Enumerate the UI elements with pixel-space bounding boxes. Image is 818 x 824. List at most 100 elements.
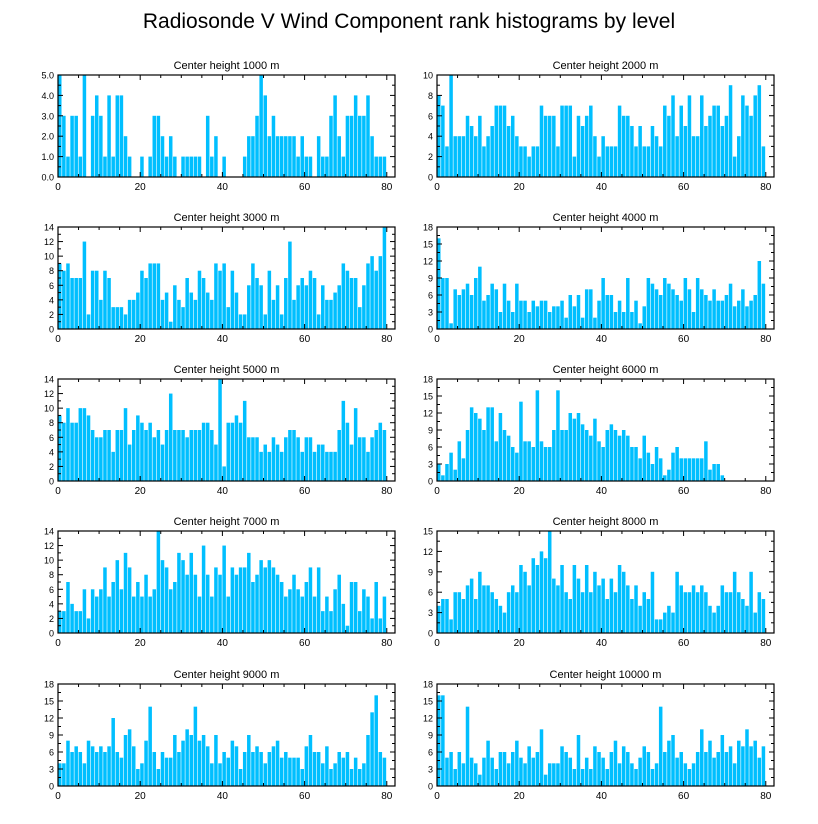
bar (242, 156, 247, 177)
y-tick-label: 12 (423, 409, 433, 419)
bar (510, 585, 515, 633)
bar (679, 585, 683, 633)
bar (366, 735, 370, 786)
bar (724, 295, 729, 329)
bar (658, 706, 663, 786)
y-tick-label: 4.0 (41, 91, 54, 101)
bar (732, 571, 737, 633)
bar (461, 599, 466, 633)
bar (189, 552, 194, 633)
bar (185, 278, 189, 329)
bar (486, 295, 490, 329)
bar (745, 306, 749, 329)
bar (757, 85, 762, 177)
bar (597, 156, 601, 177)
bar (556, 306, 560, 329)
bar (74, 115, 78, 177)
bar (626, 115, 630, 177)
bar (214, 136, 218, 177)
bar (292, 299, 296, 329)
y-tick-label: 12 (423, 547, 433, 557)
y-tick-label: 18 (44, 680, 54, 690)
bar (437, 605, 441, 633)
panel-title: Center height 10000 m (550, 669, 662, 681)
bar (663, 752, 667, 786)
bar (94, 270, 99, 329)
bar (621, 746, 626, 786)
bar (494, 289, 499, 329)
bar (296, 156, 300, 177)
bar (535, 146, 540, 177)
bar (486, 585, 490, 633)
y-tick-label: 9 (428, 567, 433, 577)
bar (506, 435, 511, 481)
bar (527, 585, 531, 633)
bar (374, 270, 378, 329)
plot-frame (57, 226, 396, 330)
bar (502, 752, 507, 786)
bar (589, 289, 593, 329)
bar (646, 278, 651, 329)
bar (663, 278, 667, 329)
bar (82, 763, 87, 786)
bar (556, 763, 560, 786)
bar (716, 464, 720, 481)
bar (552, 578, 556, 633)
panel-7: Center height 7000 m 0 20 40 60 80 0 2 4 6 8 10 12 14 (44, 516, 396, 649)
x-tick-label: 0 (55, 334, 61, 345)
bar (353, 278, 358, 329)
y-tick-label: 1.0 (41, 152, 54, 162)
bar (490, 283, 494, 329)
bar (300, 136, 304, 177)
bar (482, 757, 486, 786)
bar (658, 619, 663, 633)
bar (205, 115, 210, 177)
bar (210, 430, 214, 481)
bar (271, 437, 276, 481)
bar (226, 596, 231, 633)
bar (275, 444, 280, 481)
bar (90, 115, 95, 177)
bar (193, 706, 198, 786)
bar (226, 307, 231, 329)
bar (267, 136, 272, 177)
bar (724, 752, 729, 786)
bar (263, 95, 267, 177)
y-tick-label: 14 (44, 527, 54, 537)
bar (90, 589, 95, 633)
bar (564, 592, 568, 633)
bar (78, 611, 83, 633)
bar (337, 574, 341, 633)
bar (78, 408, 83, 481)
bar (584, 565, 589, 633)
bar (560, 430, 564, 481)
bar (741, 95, 745, 177)
x-tick-label: 40 (596, 638, 608, 649)
x-tick-label: 80 (760, 791, 772, 802)
y-tick-label: 0 (428, 477, 433, 487)
bar (362, 115, 366, 177)
bar (535, 752, 540, 786)
x-tick-label: 20 (514, 182, 526, 193)
bar (267, 451, 272, 481)
bar (259, 451, 263, 481)
bar (478, 418, 482, 481)
bar (127, 444, 132, 481)
bar (675, 571, 679, 633)
bar (654, 763, 659, 786)
bar (74, 422, 78, 481)
bar (358, 437, 362, 481)
bar (527, 156, 531, 177)
bar (300, 278, 304, 329)
bar (449, 323, 453, 329)
bar (646, 146, 651, 177)
bar (441, 105, 445, 177)
bar (695, 278, 700, 329)
bar (523, 571, 527, 633)
y-tick-label: 10 (44, 252, 54, 262)
bar (663, 105, 667, 177)
bar (441, 599, 445, 633)
bar (634, 447, 638, 481)
bar (445, 599, 449, 633)
bar (712, 757, 716, 786)
